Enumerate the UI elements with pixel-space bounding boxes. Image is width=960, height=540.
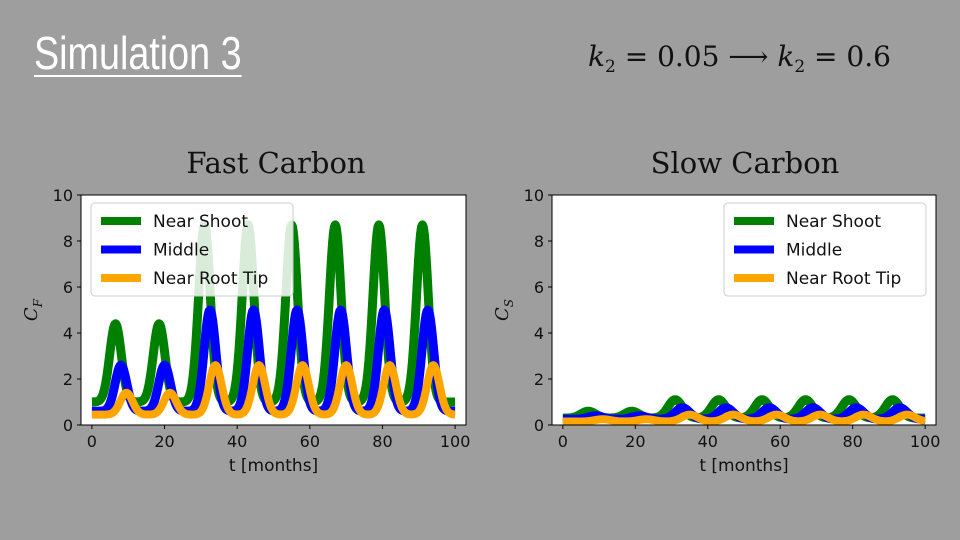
chart-title-fast-carbon: Fast Carbon — [186, 146, 366, 180]
y-axis-label: CF — [21, 298, 45, 321]
y-tick-label: 10 — [53, 186, 73, 205]
x-tick-label: 20 — [154, 432, 174, 451]
series-line-near-root-tip — [559, 410, 929, 425]
y-tick-label: 10 — [524, 186, 544, 205]
x-tick-label: 100 — [910, 432, 941, 451]
y-tick-label: 8 — [63, 232, 73, 251]
y-tick-label: 2 — [534, 370, 544, 389]
series-line-near-root-tip — [88, 361, 459, 419]
y-tick-label: 4 — [63, 324, 73, 343]
x-tick-label: 40 — [698, 432, 718, 451]
equation-var-left: k — [588, 40, 605, 73]
x-tick-label: 40 — [227, 432, 247, 451]
x-tick-label: 60 — [770, 432, 790, 451]
equation-sub-right: 2 — [794, 57, 806, 77]
x-axis-label: t [months] — [699, 456, 788, 476]
chart-title-slow-carbon: Slow Carbon — [650, 146, 840, 180]
x-tick-label: 20 — [625, 432, 645, 451]
legend-label: Middle — [153, 241, 209, 261]
plot-frame — [551, 194, 937, 426]
slide-title: Simulation 3 — [34, 27, 242, 79]
legend-label: Near Shoot — [786, 212, 881, 232]
legend-label: Middle — [786, 241, 842, 261]
legend: Near Shoot Middle Near Root Tip — [90, 202, 294, 297]
legend-box — [90, 202, 294, 297]
y-axis-label: CS — [492, 299, 516, 321]
x-tick-label: 80 — [842, 432, 862, 451]
x-tick-label: 100 — [440, 432, 471, 451]
x-tick-label: 0 — [87, 432, 97, 451]
legend-label: Near Root Tip — [786, 269, 901, 289]
equation-var-right: k — [777, 40, 795, 73]
x-tick-label: 0 — [558, 432, 568, 451]
y-tick-label: 4 — [534, 324, 544, 343]
equation-sub-left: 2 — [604, 57, 616, 77]
plot-frame — [80, 194, 467, 426]
legend-label: Near Root Tip — [153, 269, 268, 289]
legend-label: Near Shoot — [153, 212, 248, 232]
x-tick-label: 60 — [300, 432, 320, 451]
equation: k2 = 0.05 ⟶ k2 = 0.6 — [588, 40, 891, 77]
x-axis-label: t [months] — [229, 456, 318, 476]
legend-box — [723, 202, 927, 297]
chart-1: 0 20 40 60 80 100 0 2 4 6 8 10 t [months] CS Near Shoo… — [492, 186, 940, 476]
y-tick-label: 8 — [534, 232, 544, 251]
x-tick-label: 80 — [372, 432, 392, 451]
y-tick-label: 2 — [63, 370, 73, 389]
y-tick-label: 6 — [534, 278, 544, 297]
equation-to-value: 0.6 — [846, 40, 891, 73]
y-tick-label: 0 — [63, 416, 73, 435]
legend: Near Shoot Middle Near Root Tip — [723, 202, 927, 297]
chart-0: 0 20 40 60 80 100 0 2 4 6 8 10 t [months] CF Near Shoo… — [21, 186, 470, 476]
y-tick-label: 0 — [534, 416, 544, 435]
equation-from-value: 0.05 — [657, 40, 720, 73]
y-tick-label: 6 — [63, 278, 73, 297]
